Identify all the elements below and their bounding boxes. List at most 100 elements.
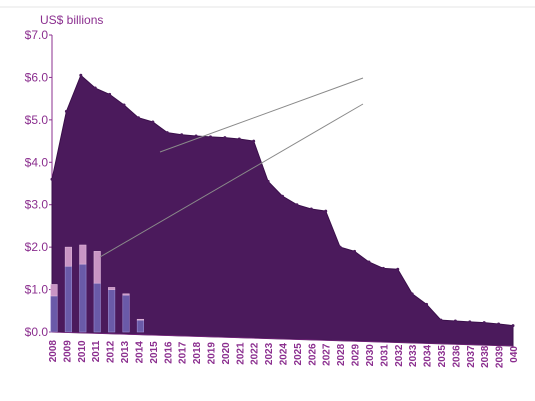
funding-bar-2013: [122, 294, 130, 333]
x-tick-label: 2011: [91, 340, 102, 362]
need-area: [51, 74, 514, 347]
x-tick-label: 2029: [351, 344, 362, 367]
need-point-2027: [324, 209, 328, 213]
funding-bar-cap-2010: [79, 244, 87, 265]
need-point-2019: [208, 135, 212, 139]
need-point-2014: [136, 116, 140, 120]
funding-bar-2009: [64, 265, 72, 333]
need-point-2040: [511, 324, 515, 328]
need-point-2012: [108, 92, 112, 96]
y-tick-label: $6.0: [25, 70, 49, 84]
y-axis-unit-label: US$ billions: [40, 13, 103, 27]
need-point-2035: [439, 318, 443, 322]
x-tick-label: 2010: [77, 340, 88, 363]
x-tick-label: 2014: [134, 341, 145, 364]
funding-bar-2012: [108, 289, 116, 333]
x-tick-label: 2019: [206, 342, 217, 365]
need-point-2020: [223, 136, 227, 140]
need-point-2010: [79, 73, 83, 77]
x-tick-label: 2025: [293, 343, 304, 366]
need-point-2024: [281, 194, 284, 198]
annotation-funding-line-3: Global Fund and from planned: [368, 126, 523, 138]
need-point-2008: [50, 177, 54, 181]
need-point-2034: [425, 302, 429, 306]
need-point-2030: [367, 260, 371, 264]
need-point-2028: [338, 245, 342, 249]
x-tick-label: 2008: [48, 340, 59, 363]
x-tick-label: 2034: [423, 344, 434, 367]
need-point-2025: [295, 203, 299, 207]
annotation-funding-line-2: “approved requests” from the: [368, 112, 516, 124]
x-tick-label: 2016: [163, 341, 174, 364]
x-tick-label: 2035: [437, 345, 448, 368]
y-tick-label: $4.0: [25, 155, 49, 169]
x-tick-label: 2039: [495, 345, 506, 368]
funding-bar-cap-2008: [50, 284, 58, 297]
x-tick-label: 2024: [279, 343, 290, 366]
annotation-funding-line-4: support from other sources: [368, 140, 506, 152]
x-axis: 2008 2009 2010 2011 2012 2013 2014 2015 2016 2017…: [48, 331, 520, 368]
x-tick-label: 2020: [221, 342, 232, 365]
x-tick-label: 2022: [250, 342, 261, 365]
need-point-2037: [468, 320, 472, 324]
x-tick-label: 2021: [235, 342, 246, 365]
y-tick-label: $5.0: [25, 113, 49, 127]
need-point-2018: [194, 134, 198, 138]
funding-bar-2010: [79, 263, 87, 333]
x-tick-label: 2013: [120, 341, 131, 364]
estimated-need-series: [50, 73, 515, 347]
need-point-2023: [266, 179, 270, 183]
x-tick-label: 2038: [480, 345, 491, 368]
x-tick-label: 2032: [394, 344, 405, 367]
leader-line-need: [159, 77, 364, 153]
funding-bar-cap-2013: [122, 293, 130, 296]
funding-bar-cap-2014: [136, 318, 144, 321]
funding-bar-2008: [50, 295, 58, 333]
x-tick-label: 2012: [106, 340, 117, 363]
y-tick-label: $3.0: [25, 198, 49, 212]
x-tick-label: 2030: [365, 344, 376, 367]
need-point-2038: [482, 321, 486, 325]
x-tick-label: 2017: [178, 341, 189, 364]
y-tick-label: $0.0: [25, 325, 49, 339]
x-tick-label: 2027: [322, 343, 333, 366]
x-tick-label: 2009: [62, 340, 73, 363]
x-tick-label: 2037: [466, 345, 477, 368]
funding-bar-cap-2009: [64, 246, 72, 267]
need-point-2031: [381, 266, 385, 270]
need-point-2033: [410, 292, 414, 296]
need-point-2016: [165, 131, 169, 135]
leader-line-funding: [99, 103, 364, 258]
y-tick-label: $7.0: [25, 28, 49, 42]
x-tick-label: 2018: [192, 341, 203, 364]
estimated-funding-series: [50, 244, 144, 333]
need-point-2015: [151, 120, 155, 124]
x-tick-label: 2036: [451, 345, 462, 368]
y-tick-label: $2.0: [25, 240, 49, 254]
funding-bar-2014: [136, 319, 144, 333]
need-point-2017: [180, 133, 184, 137]
x-tick-label: 2033: [408, 344, 419, 367]
need-point-2032: [396, 267, 400, 271]
funding-bar-2011: [93, 282, 101, 333]
x-tick-label: 2026: [307, 343, 318, 366]
y-tick-label: $1.0: [25, 283, 49, 297]
need-point-2021: [237, 137, 241, 141]
x-tick-label: 2028: [336, 343, 347, 366]
annotations: Estimated need Estimated funding that ma…: [99, 73, 535, 258]
need-point-2009: [64, 109, 68, 113]
need-point-2026: [309, 207, 313, 211]
need-point-2022: [252, 139, 256, 143]
x-axis-line: [51, 331, 514, 347]
need-point-2013: [122, 103, 126, 107]
annotation-estimated-need: Estimated need: [368, 73, 448, 85]
x-tick-label: 2031: [379, 344, 390, 367]
y-axis: $0.0 $1.0 $2.0 $3.0 $4.0 $5.0 $6.0 $7.0: [25, 28, 53, 339]
need-point-2036: [453, 319, 457, 323]
need-point-2029: [353, 249, 357, 253]
annotation-funding-line-1: Estimated funding that may be available …: [368, 98, 535, 110]
need-point-2039: [497, 322, 501, 326]
need-point-2011: [93, 86, 97, 90]
funding-bar-cap-2011: [93, 251, 101, 284]
